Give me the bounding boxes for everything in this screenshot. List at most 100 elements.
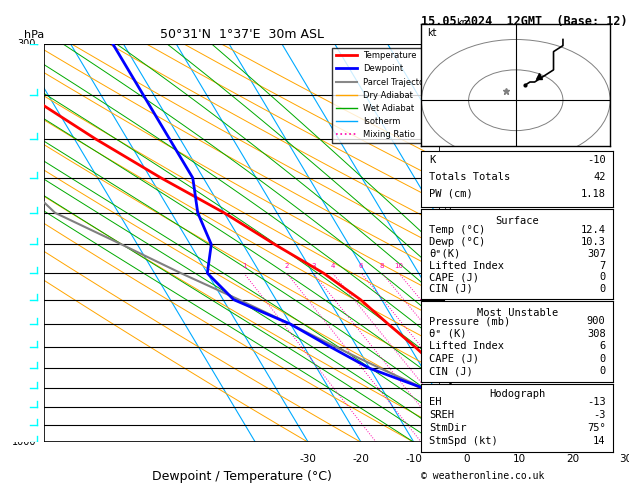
Text: 1: 1: [448, 383, 454, 394]
Temperature: [357, 297, 364, 303]
Text: -30: -30: [300, 454, 316, 464]
Text: Mixing Ratio (g/kg): Mixing Ratio (g/kg): [444, 197, 454, 289]
Text: 15.05.2024  12GMT  (Base: 12): 15.05.2024 12GMT (Base: 12): [421, 15, 628, 28]
Temperature: [320, 270, 327, 276]
Parcel: [287, 321, 294, 327]
Text: 3: 3: [311, 263, 316, 269]
Parcel: [235, 297, 243, 303]
Text: LCL: LCL: [448, 437, 466, 447]
Text: StmSpd (kt): StmSpd (kt): [429, 436, 498, 446]
Text: 0: 0: [464, 454, 470, 464]
Text: 5: 5: [448, 240, 455, 249]
Text: 75°: 75°: [587, 423, 606, 433]
Text: 400: 400: [18, 134, 36, 144]
Text: CAPE (J): CAPE (J): [429, 272, 479, 282]
Text: km
ASL: km ASL: [456, 18, 474, 40]
Text: 4: 4: [331, 263, 335, 269]
Dewpoint: [208, 242, 215, 247]
Text: -3: -3: [593, 410, 606, 420]
Text: EH: EH: [429, 397, 442, 406]
Text: 7: 7: [448, 134, 455, 144]
Text: 300: 300: [18, 39, 36, 49]
Text: 2: 2: [285, 263, 289, 269]
Title: 50°31'N  1°37'E  30m ASL: 50°31'N 1°37'E 30m ASL: [160, 28, 324, 41]
Text: 2: 2: [448, 342, 455, 352]
Parcel: [458, 404, 465, 410]
Text: 6: 6: [599, 341, 606, 351]
Text: 30: 30: [619, 454, 629, 464]
Text: 20: 20: [566, 454, 579, 464]
Text: 550: 550: [18, 240, 36, 249]
Text: Dewpoint / Temperature (°C): Dewpoint / Temperature (°C): [152, 470, 332, 483]
Text: 800: 800: [18, 364, 36, 373]
Text: StmDir: StmDir: [429, 423, 467, 433]
Temperature: [532, 439, 539, 445]
Text: 308: 308: [587, 329, 606, 339]
Text: -20: -20: [353, 454, 369, 464]
Line: Dewpoint: Dewpoint: [113, 44, 522, 442]
Text: 14: 14: [593, 436, 606, 446]
Text: 10: 10: [394, 263, 403, 269]
Dewpoint: [490, 422, 498, 428]
Dewpoint: [327, 344, 335, 350]
Text: 8: 8: [380, 263, 384, 269]
Dewpoint: [420, 385, 428, 391]
Text: 10: 10: [513, 454, 526, 464]
Dewpoint: [140, 92, 147, 98]
Line: Parcel: Parcel: [0, 44, 532, 442]
Text: 350: 350: [18, 90, 36, 100]
Parcel: [177, 270, 185, 276]
Dewpoint: [506, 431, 513, 437]
Text: 750: 750: [18, 342, 36, 352]
Text: 7: 7: [599, 260, 606, 271]
Temperature: [521, 431, 529, 437]
Temperature: [157, 175, 165, 181]
Dewpoint: [189, 175, 197, 181]
Dewpoint: [287, 321, 294, 327]
Text: Lifted Index: Lifted Index: [429, 341, 504, 351]
Text: 3: 3: [448, 319, 454, 329]
Text: 900: 900: [587, 316, 606, 326]
Text: θᵉ (K): θᵉ (K): [429, 329, 467, 339]
Text: -10: -10: [587, 155, 606, 165]
Text: 8: 8: [448, 90, 454, 100]
Parcel: [528, 439, 536, 445]
Text: 6: 6: [448, 173, 454, 183]
Text: 9: 9: [448, 39, 454, 49]
Text: 950: 950: [18, 420, 36, 430]
Text: 0: 0: [599, 284, 606, 294]
Text: 450: 450: [18, 173, 36, 183]
Text: 0: 0: [599, 354, 606, 364]
Parcel: [377, 365, 384, 371]
Parcel: [493, 422, 500, 428]
Text: CIN (J): CIN (J): [429, 366, 473, 376]
Temperature: [490, 404, 498, 410]
Text: K: K: [429, 155, 435, 165]
Temperature: [271, 242, 279, 247]
Parcel: [14, 175, 22, 181]
Dewpoint: [109, 41, 116, 47]
Text: 700: 700: [18, 319, 36, 329]
Dewpoint: [194, 210, 201, 216]
Text: θᵉ(K): θᵉ(K): [429, 249, 460, 259]
Text: 6: 6: [359, 263, 364, 269]
Text: Hodograph: Hodograph: [489, 389, 545, 399]
Legend: Temperature, Dewpoint, Parcel Trajectory, Dry Adiabat, Wet Adiabat, Isotherm, Mi: Temperature, Dewpoint, Parcel Trajectory…: [332, 48, 436, 142]
Temperature: [384, 321, 392, 327]
Text: © weatheronline.co.uk: © weatheronline.co.uk: [421, 471, 545, 481]
Dewpoint: [230, 297, 238, 303]
Parcel: [118, 242, 125, 247]
Line: Temperature: Temperature: [0, 44, 535, 442]
Text: 600: 600: [18, 268, 36, 278]
Text: Lifted Index: Lifted Index: [429, 260, 504, 271]
Text: Most Unstable: Most Unstable: [477, 308, 558, 318]
Text: 4: 4: [448, 268, 454, 278]
Text: Surface: Surface: [496, 216, 539, 226]
Temperature: [220, 210, 228, 216]
Text: 0: 0: [599, 272, 606, 282]
Text: 1: 1: [242, 263, 247, 269]
Text: -13: -13: [587, 397, 606, 406]
Text: 1.18: 1.18: [581, 189, 606, 199]
Text: 10.3: 10.3: [581, 237, 606, 247]
Text: 307: 307: [587, 249, 606, 259]
